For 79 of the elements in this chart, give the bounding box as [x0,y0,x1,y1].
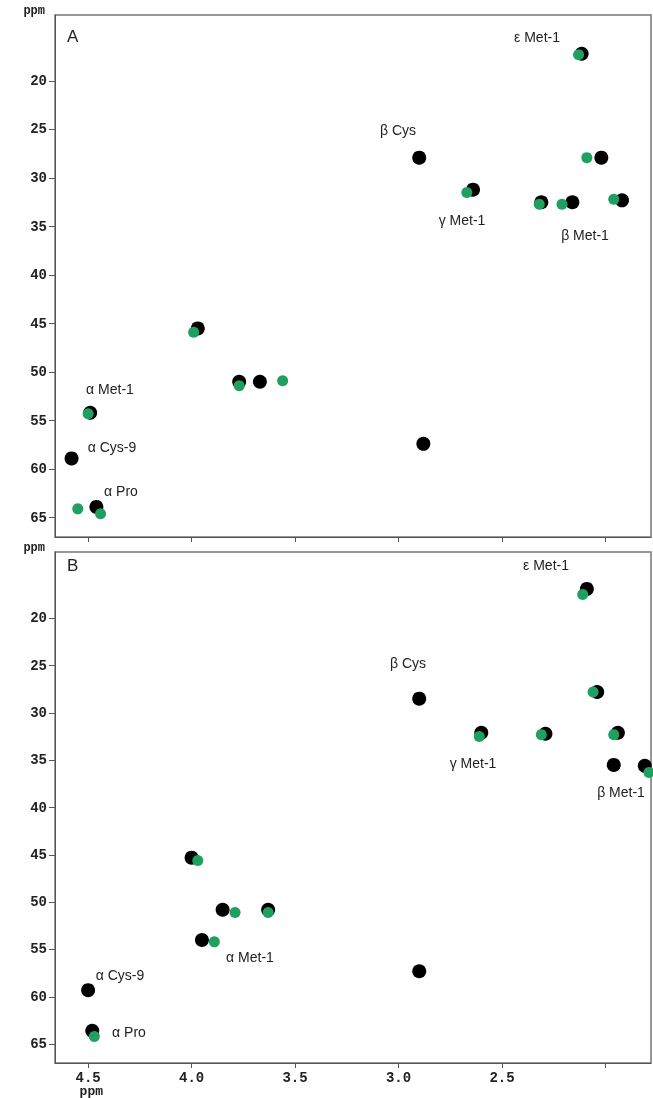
x-axis-title: ppm [79,1084,104,1098]
point [412,964,427,979]
y-tick-label: 45 [30,846,47,863]
point [577,589,589,601]
point [262,907,274,919]
y-tick-label: 25 [30,657,47,674]
point [587,686,599,698]
annotation: γ Met-1 [438,212,486,228]
y-tick-label: 40 [30,267,47,284]
annotation: α Met-1 [86,381,135,397]
y-tick-label: 40 [30,799,47,816]
point [64,451,79,466]
y-tick-label: 60 [30,461,47,478]
y-tick-label: 65 [30,509,47,526]
annotation: ε Met-1 [514,29,561,45]
y-tick-label: 20 [30,610,47,627]
annotation: β Cys [389,655,427,671]
point [72,503,84,515]
point [233,380,245,392]
y-tick-label: 45 [30,315,47,332]
point [194,932,209,947]
point [608,193,620,205]
point [594,150,609,165]
point [556,198,568,210]
point [608,729,620,741]
y-tick-label: 20 [30,72,47,89]
y-tick-label: 30 [30,170,47,186]
y-tick-label: 55 [30,412,47,429]
y-tick-label: 60 [30,988,47,1005]
point [229,907,241,919]
y-axis-title: ppm [23,4,45,18]
x-tick-label: 2.5 [489,1070,515,1086]
point [208,936,220,948]
y-tick-label: 30 [30,704,47,721]
point [277,375,289,387]
annotation: α Pro [104,483,139,499]
point [412,150,427,165]
y-tick-label: 50 [30,364,47,381]
y-tick-label: 55 [30,941,47,958]
x-tick-label: 3.5 [282,1070,308,1086]
point [88,1031,100,1042]
y-tick-label: 35 [30,218,47,235]
point [573,49,585,61]
point [473,731,485,743]
annotation: α Cys-9 [87,439,137,455]
y-tick-label: 25 [30,121,47,138]
annotation: β Cys [379,122,417,138]
point [82,408,94,420]
point [95,508,107,520]
point [565,195,580,210]
point [188,326,200,338]
y-tick-label: 50 [30,894,47,911]
annotation: ε Met-1 [523,557,570,573]
x-tick-label: 4.0 [178,1070,205,1086]
point [252,374,267,389]
annotation: α Met-1 [226,949,275,965]
y-axis-title: ppm [23,541,45,555]
x-tick-label: 3.0 [385,1070,412,1086]
point [412,691,427,706]
annotation: β Met-1 [561,227,610,243]
annotation: α Cys-9 [95,967,145,983]
chart-title: B [67,556,79,575]
annotation: β Met-1 [597,784,646,800]
point [643,766,653,778]
point [533,198,545,210]
annotation: α Pro [112,1024,147,1040]
point [535,729,547,741]
point [461,187,473,199]
point [581,152,593,164]
point [81,983,96,998]
point [416,436,431,451]
y-tick-label: 35 [30,752,47,769]
annotation: γ Met-1 [449,755,497,771]
point [192,855,204,866]
text: A [67,27,79,46]
point [606,757,621,772]
x-tick-label: 4.5 [75,1070,101,1086]
y-tick-label: 65 [30,1036,47,1053]
point [215,902,230,917]
